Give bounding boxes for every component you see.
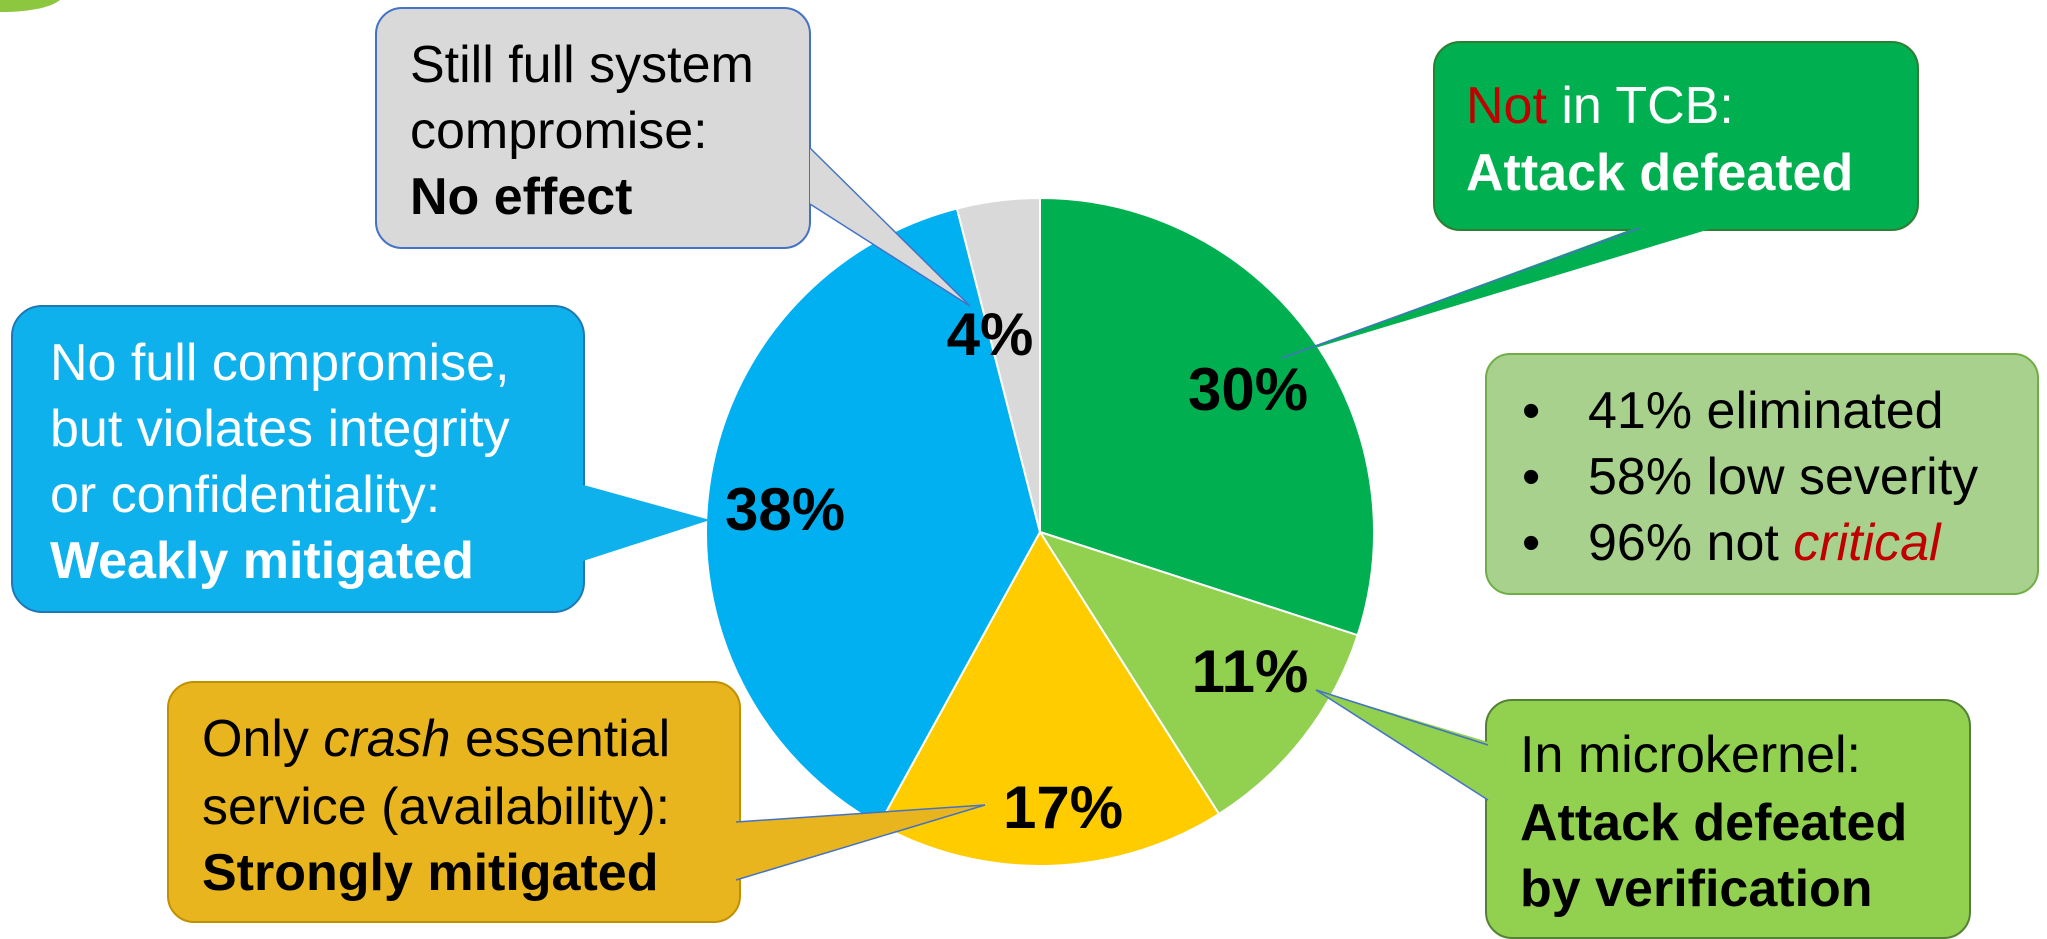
pie-slice-weakly-mitigated	[705, 207, 1042, 827]
in-tcb-text: in TCB:	[1547, 77, 1734, 135]
still-full-system-text: Still full system	[410, 36, 754, 94]
no-effect-heading: No effect	[410, 168, 632, 226]
summary-eliminated: 41% eliminated	[1588, 382, 1944, 440]
no-full-compromise-text: No full compromise,	[50, 334, 509, 392]
attack-defeated-text: Attack defeated	[1520, 794, 1907, 852]
critical-word: critical	[1793, 514, 1942, 572]
attack-defeated-heading: Attack defeated	[1466, 144, 1853, 202]
confidentiality-text: or confidentiality:	[50, 466, 440, 524]
slice-label-38: 38%	[725, 476, 845, 543]
slice-label-30: 30%	[1188, 356, 1308, 423]
service-availability-text: service (availability):	[202, 778, 670, 836]
callout-in-microkernel: In microkernel: Attack defeated by verif…	[1315, 689, 1971, 939]
summary-not-critical: 96% not	[1588, 514, 1793, 572]
summary-box: • 41% eliminated • 58% low severity • 96…	[1485, 353, 2039, 595]
weakly-mitigated-heading: Weakly mitigated	[50, 532, 474, 590]
corner-mark	[0, 0, 60, 13]
pie-slice-not-in-tcb	[1039, 196, 1375, 637]
slice-label-11: 11%	[1192, 638, 1309, 705]
pie-slice-no-effect	[955, 196, 1041, 533]
callout-weakly-mitigated: No full compromise, but violates integri…	[11, 305, 710, 613]
by-verification-text: by verification	[1520, 860, 1873, 918]
pie-slice-strongly-mitigated	[877, 530, 1221, 867]
bullet-1: •	[1522, 382, 1540, 440]
svg-text:96% not critical: 96% not critical	[1588, 514, 1942, 572]
slice-label-4: 4%	[947, 301, 1034, 368]
not-word: Not	[1466, 77, 1547, 135]
strongly-mitigated-heading: Strongly mitigated	[202, 844, 658, 902]
svg-text:Only crash essential: Only crash essential	[202, 710, 670, 768]
bullet-3: •	[1522, 514, 1540, 572]
only-text: Only	[202, 710, 323, 768]
summary-low-severity: 58% low severity	[1588, 448, 1978, 506]
in-microkernel-text: In microkernel:	[1520, 726, 1861, 784]
callout-no-effect: Still full system compromise: No effect	[375, 7, 971, 307]
violates-integrity-text: but violates integrity	[50, 400, 510, 458]
callout-not-in-tcb: Not in TCB: Attack defeated	[1281, 41, 1919, 359]
crash-word: crash	[323, 710, 450, 768]
bullet-2: •	[1522, 448, 1540, 506]
essential-text: essential	[451, 710, 671, 768]
callout-strongly-mitigated: Only crash essential service (availabili…	[167, 681, 986, 923]
svg-text:Not in TCB:: Not in TCB:	[1466, 77, 1734, 135]
compromise-text: compromise:	[410, 102, 708, 160]
pie-slice-in-microkernel	[1037, 530, 1359, 816]
slice-label-17: 17%	[1003, 774, 1123, 841]
